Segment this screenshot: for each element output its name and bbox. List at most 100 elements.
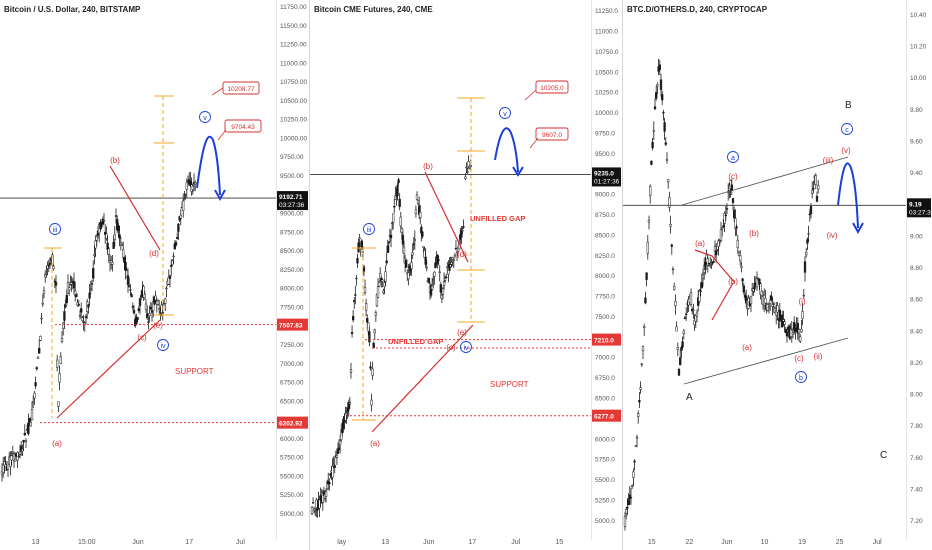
candle-body (382, 290, 385, 293)
candle-body (733, 210, 736, 219)
candle-body (701, 274, 705, 279)
candle-body (681, 341, 684, 348)
candle-body (336, 449, 340, 455)
candle-body (164, 298, 167, 304)
chart-panel-1: Bitcoin / U.S. Dollar, 240, BITSTAMP 5000… (0, 0, 310, 550)
last-price-tag (277, 191, 308, 211)
y-tick-label: 5000.00 (280, 511, 304, 518)
candle-body (405, 259, 408, 268)
candle-body (78, 315, 82, 317)
wave-label: (v) (841, 146, 851, 155)
candle-body (799, 336, 802, 342)
candle-body (70, 282, 73, 285)
wave-label: (a) (695, 239, 705, 248)
y-tick-label: 10250.00 (280, 117, 307, 124)
candle-body (433, 271, 436, 277)
candle-body (77, 304, 80, 306)
candle-body (62, 322, 65, 329)
callout-line (529, 137, 539, 149)
candle-body (807, 233, 810, 235)
candle-body (35, 367, 38, 370)
y-tick-label: 7.60 (910, 455, 923, 462)
candle-body (184, 194, 187, 196)
candle-body (437, 259, 440, 261)
candle-body (797, 329, 801, 334)
candle-body (147, 321, 150, 323)
candle-body (120, 244, 124, 246)
candle-body (419, 211, 422, 219)
candle-body (29, 422, 32, 427)
candle-body (357, 242, 360, 253)
candle-body (42, 290, 46, 294)
candle-body (90, 283, 94, 285)
candle-body (415, 194, 419, 200)
candle-body (692, 309, 695, 311)
projection-arrowhead (214, 189, 226, 202)
candle-body (126, 275, 130, 286)
candle-body (34, 382, 37, 387)
y-tick-label: 11250.00 (280, 42, 307, 49)
candle-body (776, 305, 779, 313)
target-price-box (535, 127, 569, 141)
candle-body (36, 356, 40, 359)
candle-body (785, 331, 789, 337)
wave-label: (b) (110, 156, 120, 165)
support-price-value: 6277.0 (594, 414, 614, 421)
y-tick-label: 9000.0 (595, 192, 615, 199)
candle-body (413, 239, 416, 241)
candle-body (393, 206, 396, 208)
candle-body (635, 436, 639, 439)
candle-body (644, 297, 647, 304)
y-tick-label: 9500.0 (595, 151, 615, 158)
support-price-value: 6202.92 (279, 421, 303, 428)
candle-body (102, 219, 106, 222)
candle-body (655, 92, 658, 99)
candle-body (670, 244, 673, 247)
callout-line (211, 87, 224, 96)
candle-body (416, 200, 420, 204)
candle-body (739, 255, 742, 262)
candle-body (48, 262, 52, 265)
candle-body (718, 240, 721, 243)
candle-body (427, 277, 431, 283)
candle-body (631, 485, 634, 488)
candle-body (441, 288, 445, 295)
candle-body (74, 290, 77, 297)
candle-body (440, 294, 444, 299)
candle-body (385, 260, 388, 264)
target-price-value: 9607.0 (542, 132, 562, 139)
y-tick-label: 7.40 (910, 486, 923, 493)
candle-body (796, 322, 799, 334)
wedge-lower-line (683, 337, 849, 385)
candle-body (719, 229, 723, 241)
candle-body (313, 508, 316, 511)
candle-body (140, 295, 143, 298)
candle-body (89, 288, 92, 290)
wave-circle (49, 223, 61, 235)
candle-body (386, 245, 389, 254)
y-tick-label: 9.60 (910, 138, 923, 145)
candle-body (179, 214, 182, 219)
y-tick-label: 10500.00 (280, 98, 307, 105)
support-price-value: 7210.0 (594, 338, 614, 345)
candle-body (107, 248, 110, 255)
candle-body (700, 282, 703, 289)
candle-body (671, 268, 675, 271)
candle-body (381, 279, 384, 282)
wave-label-circled: a (731, 155, 735, 162)
candle-body (731, 198, 735, 203)
countdown-value: 03:27:36 (909, 209, 932, 216)
wave-circle (199, 111, 211, 123)
candle-body (808, 213, 811, 216)
support-price-tag (277, 318, 308, 331)
candle-body (328, 481, 331, 485)
target-price-value: 10208.77 (227, 86, 254, 93)
candle-body (699, 290, 702, 293)
candle-body (390, 222, 394, 224)
candle-body (56, 359, 59, 368)
y-tick-label: 7750.0 (595, 294, 615, 301)
candle-body (366, 317, 369, 323)
candle-body (641, 345, 645, 352)
candle-body (360, 240, 363, 248)
y-tick-label: 10000.00 (280, 135, 307, 142)
